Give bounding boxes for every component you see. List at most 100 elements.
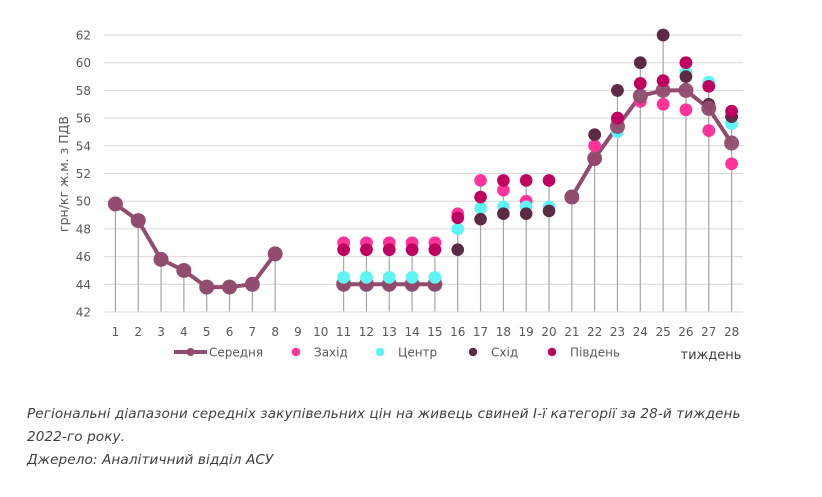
marker-Південь — [405, 243, 419, 256]
x-tick-label: 7 — [249, 325, 257, 339]
x-tick-label: 15 — [427, 325, 442, 339]
marker-Південь — [656, 74, 670, 88]
marker-Схід — [497, 207, 510, 220]
marker-Захід — [474, 174, 487, 187]
marker-Центр — [360, 271, 373, 284]
marker-Центр — [474, 201, 487, 215]
y-tick-label: 54 — [76, 139, 91, 153]
marker-Захід — [588, 139, 601, 153]
x-tick-label: 11 — [336, 325, 351, 339]
x-tick-label: 1 — [112, 325, 120, 339]
x-tick-label: 25 — [655, 325, 670, 339]
y-tick-label: 52 — [76, 167, 91, 181]
legend-marker-icon — [186, 348, 195, 356]
marker-Центр — [382, 271, 396, 284]
x-tick-label: 14 — [404, 325, 419, 339]
marker-Центр — [451, 222, 465, 236]
legend-label: Центр — [398, 346, 437, 360]
marker-Схід — [519, 207, 533, 220]
x-tick-label: 24 — [633, 325, 648, 339]
y-tick-label: 62 — [76, 29, 91, 43]
marker-Схід — [588, 128, 601, 142]
legend-item: Центр — [375, 346, 437, 360]
marker-Захід — [656, 97, 670, 111]
y-tick-label: 56 — [76, 112, 91, 126]
legend-label: Середня — [209, 346, 263, 360]
x-tick-label: 6 — [226, 325, 234, 339]
marker-Південь — [451, 211, 465, 225]
marker-Південь — [497, 174, 510, 187]
y-tick-label: 48 — [76, 222, 91, 236]
legend-label: Південь — [570, 346, 620, 360]
legend: Середня Захід Центр Схід Південь — [174, 346, 620, 360]
x-tick-label: 27 — [701, 325, 716, 339]
gridlines — [104, 34, 743, 285]
caption-line-1: Регіональні діапазони середніх закупівел… — [27, 406, 741, 422]
x-tick-label: 20 — [541, 325, 556, 339]
marker-Схід — [679, 70, 693, 83]
caption: Регіональні діапазони середніх закупівел… — [27, 403, 817, 472]
marker-average — [107, 196, 123, 212]
marker-average — [267, 246, 283, 262]
marker-average — [655, 82, 671, 98]
legend-item: Схід — [468, 346, 518, 360]
x-tick-label: 22 — [587, 325, 602, 339]
markers — [107, 28, 740, 295]
legend-label: Захід — [314, 346, 348, 360]
marker-Південь — [679, 56, 693, 69]
x-tick-label: 21 — [564, 325, 579, 339]
marker-Південь — [474, 190, 487, 204]
x-tick-label: 23 — [610, 325, 625, 339]
legend-marker-icon — [375, 347, 385, 357]
x-tick-label: 4 — [180, 325, 188, 339]
x-tick-label: 8 — [271, 325, 279, 339]
x-tick-label: 16 — [450, 325, 465, 339]
marker-average — [199, 279, 215, 295]
marker-Центр — [337, 271, 350, 284]
x-tick-label: 2 — [134, 325, 142, 339]
marker-average — [176, 262, 192, 278]
marker-Південь — [634, 77, 647, 90]
legend-marker-icon — [468, 347, 478, 357]
marker-Захід — [702, 124, 716, 137]
y-tick-label: 42 — [76, 306, 91, 320]
marker-Південь — [519, 174, 533, 187]
marker-Схід — [634, 56, 647, 69]
y-tick-label: 58 — [76, 84, 91, 98]
marker-average — [724, 135, 740, 151]
marker-Захід — [725, 157, 738, 171]
marker-Південь — [360, 243, 373, 256]
y-tick-label: 60 — [76, 56, 91, 70]
marker-Захід — [679, 103, 693, 117]
legend-item: Середня — [174, 346, 263, 360]
marker-Захід — [497, 183, 510, 197]
y-tick-label: 46 — [76, 250, 91, 264]
y-tick-label: 50 — [76, 195, 91, 209]
marker-Південь — [725, 104, 738, 118]
x-tick-label: 18 — [496, 325, 511, 339]
marker-Південь — [382, 243, 396, 256]
marker-Схід — [611, 84, 624, 97]
x-axis-ticks: 1 2 3 4 5 6 7 8 9 10 11 12 13 14 15 16 17 18 19 20 21 22 23 24 2… — [112, 325, 740, 339]
x-tick-label: 3 — [157, 325, 165, 339]
marker-Центр — [405, 271, 419, 284]
marker-Схід — [656, 28, 670, 42]
x-tick-label: 26 — [678, 325, 693, 339]
caption-line-2: 2022-го року. — [27, 429, 126, 445]
y-axis-ticks: 42 44 46 48 50 52 54 56 58 60 62 — [76, 29, 91, 320]
caption-source: Джерело: Аналітичний відділ АСУ — [27, 452, 274, 468]
x-tick-label: 13 — [382, 325, 397, 339]
x-tick-label: 17 — [473, 325, 488, 339]
x-tick-label: 10 — [313, 325, 328, 339]
average-line — [114, 88, 734, 290]
marker-Південь — [611, 111, 624, 125]
x-tick-label: 12 — [359, 325, 374, 339]
marker-Південь — [542, 174, 556, 187]
marker-average — [130, 213, 146, 229]
marker-average — [153, 251, 169, 267]
marker-Схід — [451, 243, 465, 256]
marker-Південь — [702, 79, 716, 93]
legend-marker-icon — [291, 347, 301, 357]
legend-item: Південь — [547, 346, 620, 360]
